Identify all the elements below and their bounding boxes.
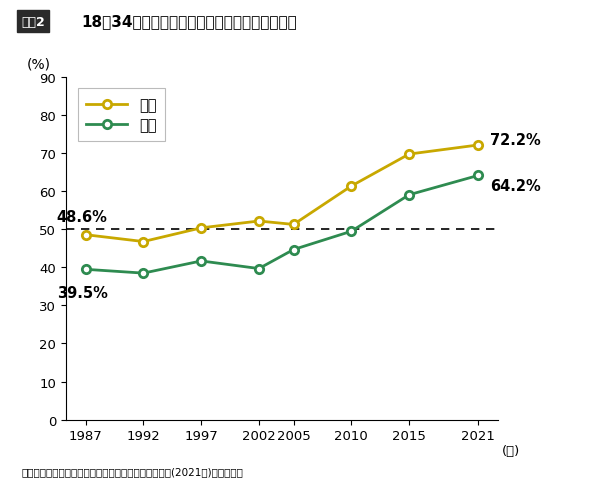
- Text: 39.5%: 39.5%: [57, 285, 107, 300]
- Text: 48.6%: 48.6%: [57, 209, 107, 224]
- Legend: 男性, 女性: 男性, 女性: [77, 89, 165, 142]
- Text: 64.2%: 64.2%: [490, 179, 541, 194]
- Text: 72.2%: 72.2%: [490, 133, 541, 148]
- Text: (年): (年): [502, 444, 521, 457]
- Text: 図表2: 図表2: [21, 16, 45, 28]
- Text: 国立社会保障・人口問題研究所「出生動向基本調査」(2021年)を基に作成: 国立社会保障・人口問題研究所「出生動向基本調査」(2021年)を基に作成: [21, 466, 243, 476]
- Text: 18～34歳未婚者の交際相手がいない割合の推移: 18～34歳未婚者の交際相手がいない割合の推移: [81, 15, 297, 29]
- Text: (%): (%): [27, 57, 51, 71]
